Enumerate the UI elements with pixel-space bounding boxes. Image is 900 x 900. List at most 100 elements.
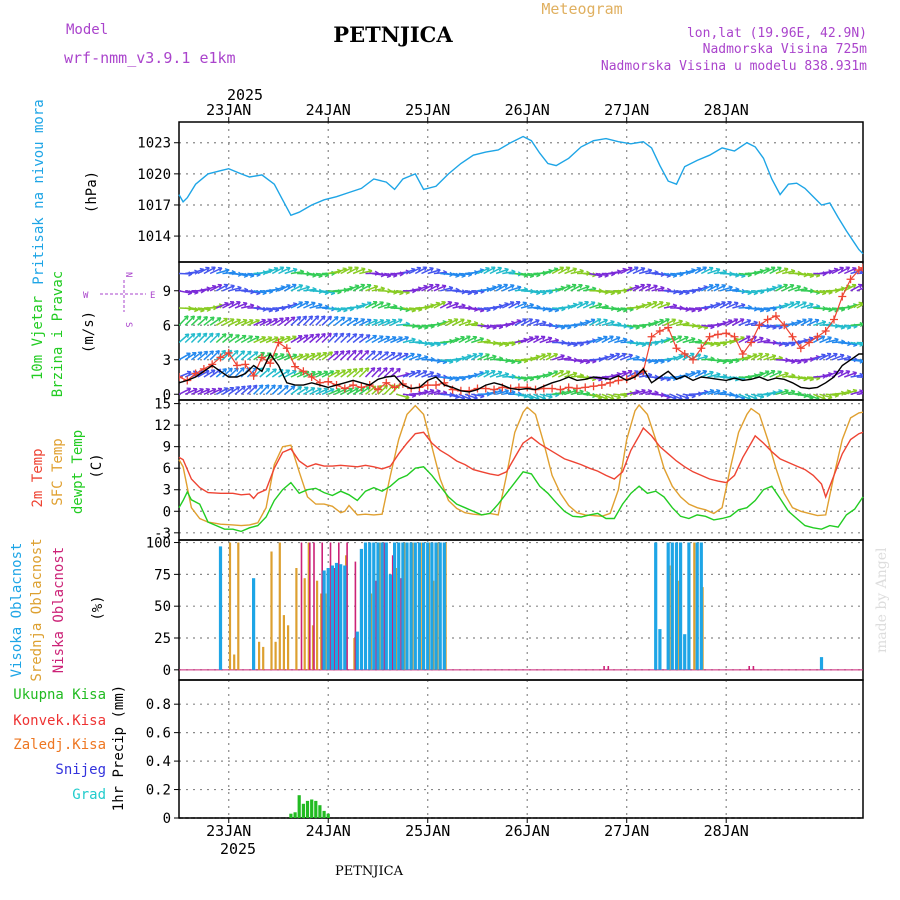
wind-arrow bbox=[409, 307, 423, 311]
wind-arrow bbox=[221, 349, 233, 361]
wind-arrow bbox=[676, 336, 689, 344]
wind-arrow bbox=[471, 269, 485, 275]
wind-arrow bbox=[234, 350, 246, 361]
wind-arrow bbox=[769, 357, 783, 361]
precip-bar bbox=[289, 813, 293, 818]
wind-arrow-head bbox=[396, 367, 401, 373]
wind-arrow bbox=[185, 307, 199, 311]
wind-arrow bbox=[483, 266, 496, 275]
compass-rose-icon: N S W E bbox=[83, 272, 155, 327]
wind-arrow bbox=[794, 301, 807, 309]
wind-arrow bbox=[813, 354, 826, 361]
wind-arrow-head bbox=[479, 336, 485, 342]
wind-arrow bbox=[471, 393, 485, 398]
wind-arrow bbox=[495, 302, 509, 309]
wind-arrow-head bbox=[240, 350, 246, 355]
wind-arrow bbox=[744, 353, 758, 361]
wind-arrow-head bbox=[466, 319, 472, 325]
wind-arrow-head bbox=[286, 335, 291, 341]
wind-arrow bbox=[750, 352, 763, 361]
wind-arrow-head bbox=[640, 267, 646, 272]
wind-arrow-head bbox=[590, 301, 596, 306]
wind-arrow-head bbox=[224, 268, 230, 274]
wind-arrow bbox=[682, 393, 696, 398]
wind-arrow-head bbox=[323, 387, 329, 393]
wind-arrow bbox=[726, 272, 740, 277]
wind-gust-marker bbox=[357, 383, 366, 392]
wind-arrow bbox=[775, 389, 789, 396]
wind-gust-marker bbox=[813, 332, 822, 341]
wind-arrow bbox=[738, 272, 752, 276]
wind-arrow-head bbox=[872, 359, 876, 363]
wind-arrow bbox=[782, 390, 796, 396]
wind-arrow bbox=[427, 373, 441, 378]
wind-arrow-head bbox=[261, 336, 267, 341]
wind-arrow bbox=[179, 352, 191, 361]
wind-unit-label: (m/s) bbox=[81, 311, 97, 353]
wind-arrow bbox=[408, 267, 422, 275]
temperature-panel: -3 0 3 6 9 12 15 bbox=[154, 397, 864, 542]
wind-arrow bbox=[831, 354, 845, 361]
wind-gust-marker bbox=[274, 338, 283, 347]
cloud-bar bbox=[237, 542, 240, 670]
wind-arrow-head bbox=[696, 370, 701, 375]
wind-arrow bbox=[669, 335, 682, 344]
wind-arrow-head bbox=[186, 387, 192, 393]
wind-arrow bbox=[781, 284, 795, 292]
y-tick-label: 9 bbox=[163, 440, 171, 456]
wind-arrow bbox=[794, 287, 808, 292]
wind-gust-marker bbox=[291, 362, 300, 371]
wind-arrow bbox=[800, 376, 814, 381]
wind-arrow-head bbox=[759, 336, 764, 342]
wind-arrow-head bbox=[366, 283, 372, 289]
wind-arrow-head bbox=[491, 266, 496, 272]
bottom-date-axis: 23JAN 24JAN 25JAN 26JAN 27JAN 28JAN bbox=[206, 818, 749, 840]
wind-arrow-head bbox=[192, 351, 197, 357]
wind-arrow-head bbox=[460, 318, 465, 324]
cloud-bar bbox=[603, 666, 605, 670]
wind-arrow bbox=[184, 333, 196, 344]
cloud-bar bbox=[442, 542, 446, 670]
wind-arrow bbox=[533, 290, 547, 294]
wind-arrow bbox=[514, 302, 527, 309]
wind-arrow bbox=[564, 389, 578, 396]
wind-gust-line bbox=[179, 267, 863, 392]
wind-arrow-head bbox=[317, 387, 322, 393]
wind-gust-marker bbox=[224, 348, 233, 357]
wind-arrow bbox=[421, 267, 434, 275]
wind-arrow-head bbox=[454, 301, 460, 307]
wind-arrow bbox=[614, 268, 627, 275]
wind-arrow bbox=[732, 393, 745, 400]
cloud-bar bbox=[391, 555, 394, 670]
wind-arrow bbox=[377, 384, 388, 395]
wind-arrow bbox=[707, 373, 721, 378]
cloud-bar bbox=[233, 654, 236, 670]
wind-arrow bbox=[234, 385, 246, 395]
compass-west-label: W bbox=[83, 291, 89, 301]
wind-arrow bbox=[527, 272, 541, 276]
cloud-bar bbox=[666, 542, 670, 670]
wind-arrow bbox=[402, 353, 415, 361]
wind-arrow-head bbox=[504, 267, 509, 273]
wind-arrow bbox=[539, 307, 553, 312]
wind-arrow-head bbox=[308, 315, 314, 321]
wind-arrow-head bbox=[320, 315, 326, 321]
wind-arrow bbox=[477, 370, 490, 378]
wind-arrow bbox=[365, 334, 377, 344]
wind-arrow-head bbox=[311, 301, 316, 307]
wind-arrow bbox=[209, 317, 222, 326]
top-date-label: 27JAN bbox=[604, 101, 649, 119]
wind-arrow-head bbox=[422, 266, 428, 272]
wind-arrow-head bbox=[684, 335, 689, 341]
wind-arrow-head bbox=[714, 283, 720, 289]
wind-gust-marker bbox=[523, 383, 532, 392]
wind-arrow bbox=[222, 318, 235, 326]
wind-arrow bbox=[296, 353, 310, 361]
y-tick-label: 25 bbox=[154, 631, 171, 647]
wind-arrow bbox=[265, 267, 279, 275]
wind-arrow-head bbox=[197, 351, 203, 356]
wind-arrow bbox=[670, 290, 684, 295]
wind-arrow bbox=[676, 322, 690, 327]
wind-arrow bbox=[408, 324, 423, 329]
wind-arrow bbox=[452, 272, 466, 277]
